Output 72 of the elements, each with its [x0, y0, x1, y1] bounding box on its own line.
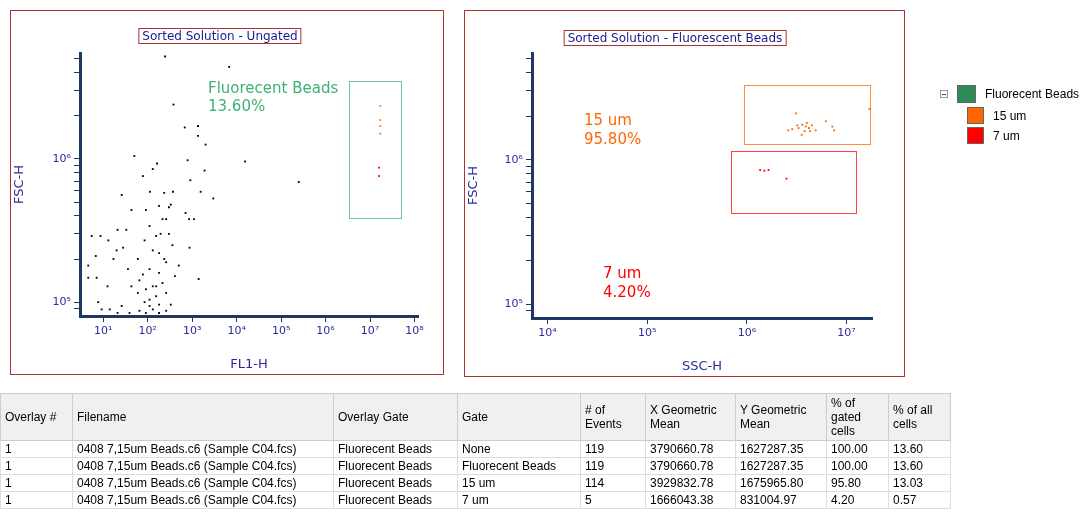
y-axis-title: FSC-H	[465, 165, 481, 206]
chart-title: Sorted Solution - Ungated	[138, 28, 302, 44]
category-label: Filename	[72, 393, 334, 441]
text: 831004.97	[740, 492, 797, 507]
text: 1675965.80	[740, 475, 804, 490]
text: 0408 7,15um Beads.c6 (Sample C04.fcs)	[77, 492, 297, 507]
y-axis-title: FSC-H	[11, 164, 27, 205]
text: 0408 7,15um Beads.c6 (Sample C04.fcs)	[77, 475, 297, 490]
x-tick-label: 10³	[182, 324, 202, 338]
text: 119	[585, 458, 605, 473]
annotation: 7 um	[603, 264, 642, 282]
category-label: X Geometric Mean	[645, 393, 736, 441]
chart-title: Sorted Solution - Fluorescent Beads	[563, 30, 787, 46]
text: 100.00	[831, 458, 868, 473]
text: Fluorecent Beads	[338, 441, 433, 456]
annotation: Fluorecent Beads	[208, 79, 339, 97]
text: Fluorecent Beads	[462, 458, 557, 473]
x-tick-label: 10⁵	[637, 326, 657, 340]
text: 1666043.38	[650, 492, 714, 507]
x-axis-title: FL1-H	[230, 355, 268, 371]
text: Fluorecent Beads	[338, 475, 433, 490]
annotation: 13.60%	[208, 97, 266, 115]
text: 1627287.35	[740, 458, 804, 473]
text: 0.57	[893, 492, 917, 507]
text: 13.03	[893, 475, 924, 490]
x-tick-label: 10⁴	[538, 326, 558, 340]
text: Fluorecent Beads	[338, 492, 433, 507]
text: 0408 7,15um Beads.c6 (Sample C04.fcs)	[77, 441, 297, 456]
text: 1627287.35	[740, 441, 804, 456]
x-tick-label: 10⁵	[271, 324, 291, 338]
text: 3929832.78	[650, 475, 714, 490]
x-tick-label: 10²	[138, 324, 157, 338]
text: 13.60	[893, 458, 924, 473]
category-label: # of Events	[580, 393, 646, 441]
text: Fluorecent Beads	[338, 458, 433, 473]
x-tick-label: 10⁶	[737, 326, 757, 340]
x-tick-label: 10⁶	[316, 324, 336, 338]
x-tick-label: 10⁷	[837, 326, 856, 340]
annotation: 4.20%	[603, 283, 651, 301]
category-label: % of all cells	[888, 393, 951, 441]
text: 3790660.78	[650, 441, 714, 456]
text: 4.20	[831, 492, 855, 507]
x-tick-label: 10⁷	[360, 324, 380, 338]
legend-label: 7 um	[993, 129, 1020, 143]
category-label: Overlay Gate	[333, 393, 458, 441]
text: None	[462, 441, 491, 456]
text: 5	[585, 492, 592, 507]
text: 119	[585, 441, 605, 456]
text: 114	[585, 475, 605, 490]
text: 7 um	[462, 492, 489, 507]
text: 13.60	[893, 441, 924, 456]
category-label: Overlay #	[0, 393, 73, 441]
annotation: 15 um	[584, 111, 632, 129]
category-label: Gate	[457, 393, 581, 441]
legend-label: 15 um	[993, 109, 1027, 123]
x-tick-label: 10⁸	[405, 324, 425, 338]
legend-title: Fluorecent Beads	[985, 87, 1080, 101]
text: 1	[5, 441, 12, 456]
category-label: Y Geometric Mean	[735, 393, 827, 441]
text: 15 um	[462, 475, 496, 490]
x-tick-label: 10¹	[94, 324, 113, 338]
x-tick-label: 10⁴	[227, 324, 247, 338]
text: 0408 7,15um Beads.c6 (Sample C04.fcs)	[77, 458, 297, 473]
text: 1	[5, 475, 12, 490]
text: 100.00	[831, 441, 868, 456]
category-label: % of gated cells	[826, 393, 889, 441]
annotation: 95.80%	[584, 130, 642, 148]
x-axis-title: SSC-H	[681, 357, 723, 373]
text: 95.80	[831, 475, 862, 490]
text: 1	[5, 458, 12, 473]
text: 3790660.78	[650, 458, 714, 473]
text: 1	[5, 492, 12, 507]
